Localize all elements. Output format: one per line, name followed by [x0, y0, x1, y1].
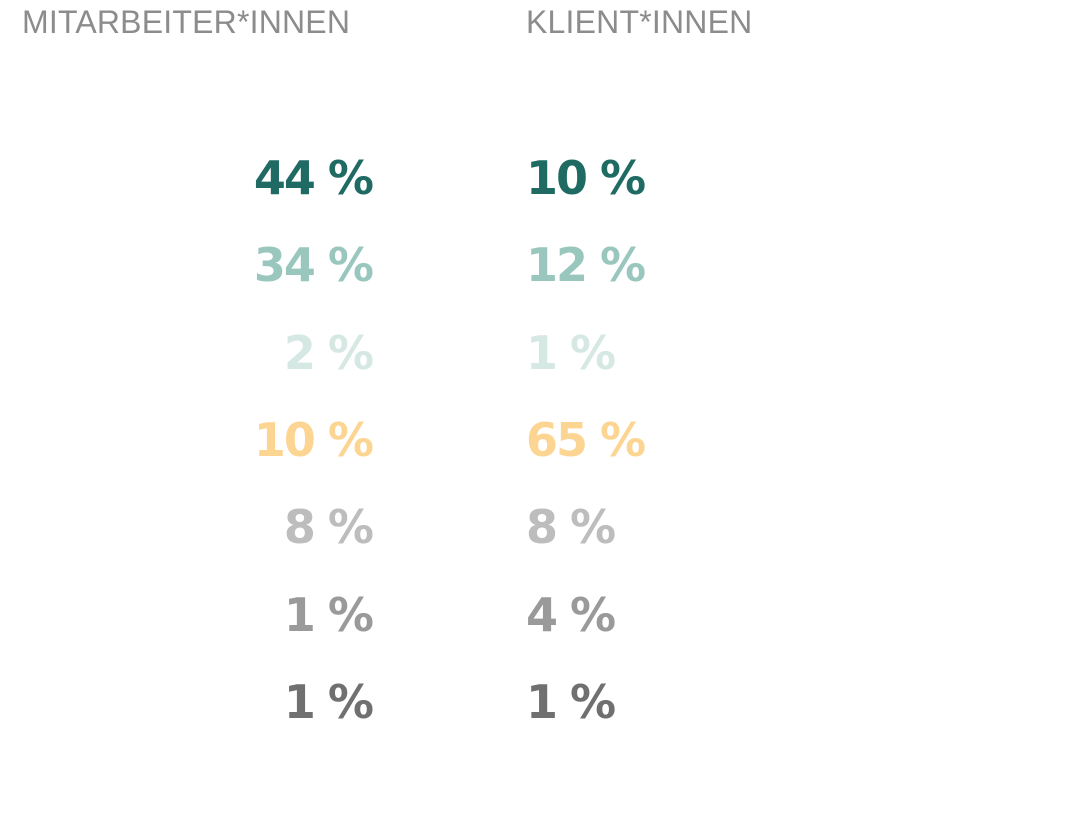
- value-mitarbeiter-5: 8 %: [283, 500, 374, 554]
- value-klienten-4: 65 %: [526, 413, 646, 467]
- header-klienten: KLIENT*INNEN: [526, 4, 753, 40]
- header-mitarbeiter: MITARBEITER*INNEN: [22, 4, 351, 40]
- value-mitarbeiter-6: 1 %: [283, 588, 374, 642]
- value-mitarbeiter-1: 44 %: [253, 151, 374, 205]
- value-klienten-1: 10 %: [526, 151, 646, 205]
- value-klienten-7: 1 %: [526, 675, 616, 729]
- value-klienten-5: 8 %: [526, 500, 616, 554]
- value-klienten-2: 12 %: [526, 238, 646, 292]
- value-mitarbeiter-3: 2 %: [283, 326, 374, 380]
- value-klienten-3: 1 %: [526, 326, 616, 380]
- value-klienten-6: 4 %: [526, 588, 616, 642]
- value-mitarbeiter-7: 1 %: [283, 675, 374, 729]
- value-mitarbeiter-2: 34 %: [253, 238, 374, 292]
- value-mitarbeiter-4: 10 %: [253, 413, 374, 467]
